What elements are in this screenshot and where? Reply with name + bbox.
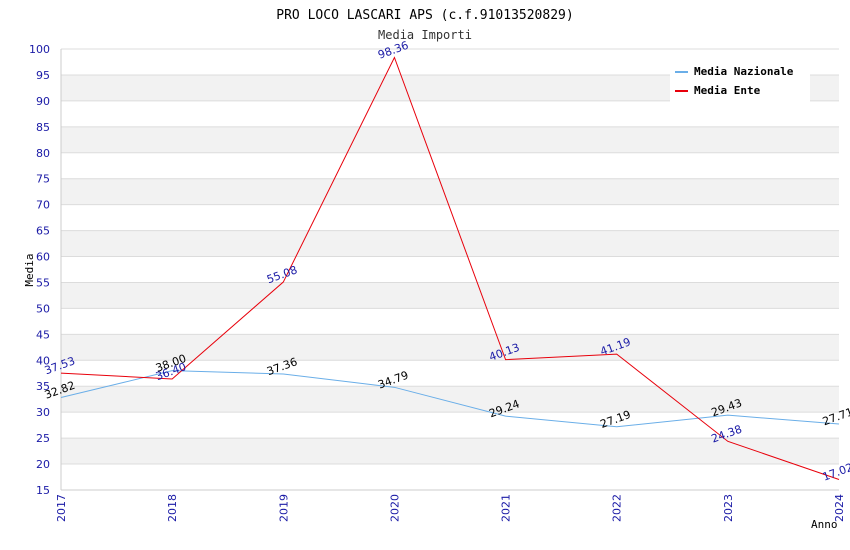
y-tick-label: 90 (36, 95, 50, 108)
x-tick-label: 2020 (388, 494, 401, 522)
series-line-media-ente (60, 56, 840, 480)
y-tick-label: 35 (36, 380, 50, 393)
legend-label-media-nazionale: Media Nazionale (694, 65, 794, 78)
y-tick-label: 100 (29, 43, 50, 56)
chart-subtitle: Media Importi (378, 28, 472, 42)
x-tick-label: 2021 (500, 494, 513, 522)
y-tick-label: 20 (36, 458, 50, 471)
y-tick-label: 30 (36, 406, 50, 419)
legend-label-media-ente: Media Ente (694, 84, 761, 97)
series-lines (60, 56, 840, 480)
series-line-media-nazionale (60, 370, 840, 428)
x-tick-label: 2024 (833, 494, 846, 522)
y-axis: 15 20 25 30 35 40 45 50 55 60 65 70 75 80 85 90 95 100 (29, 43, 62, 497)
y-tick-label: 25 (36, 432, 50, 445)
x-tick-label: 2023 (722, 494, 735, 522)
grid-band (61, 178, 839, 205)
y-tick-label: 70 (36, 199, 50, 212)
y-tick-label: 80 (36, 147, 50, 160)
chart-title: PRO LOCO LASCARI APS (c.f.91013520829) (276, 8, 573, 23)
y-tick-label: 45 (36, 328, 50, 341)
legend: Media Nazionale Media Ente (670, 60, 810, 102)
y-tick-label: 15 (36, 484, 50, 497)
grid-band (61, 386, 839, 413)
x-tick-label: 2022 (611, 494, 624, 522)
y-tick-label: 60 (36, 251, 50, 264)
legend-box (670, 60, 810, 102)
y-axis-title: Media (23, 253, 36, 286)
y-tick-label: 50 (36, 302, 50, 315)
x-axis: 2017 2018 2019 2020 2021 2022 2023 2024 (55, 489, 846, 522)
x-tick-label: 2019 (277, 494, 290, 522)
x-tick-label: 2018 (166, 494, 179, 522)
y-tick-label: 65 (36, 225, 50, 238)
y-tick-label: 85 (36, 121, 50, 134)
grid-bands (61, 74, 839, 465)
grid-band (61, 230, 839, 257)
grid-band (61, 334, 839, 361)
y-tick-label: 95 (36, 69, 50, 82)
x-tick-label: 2017 (55, 494, 68, 522)
x-axis-title: Anno (811, 518, 838, 531)
grid-lines (61, 48, 839, 491)
grid-band (61, 126, 839, 153)
y-tick-label: 75 (36, 173, 50, 186)
grid-band (61, 282, 839, 309)
y-tick-label: 40 (36, 354, 50, 367)
grid-band (61, 438, 839, 465)
y-tick-label: 55 (36, 276, 50, 289)
